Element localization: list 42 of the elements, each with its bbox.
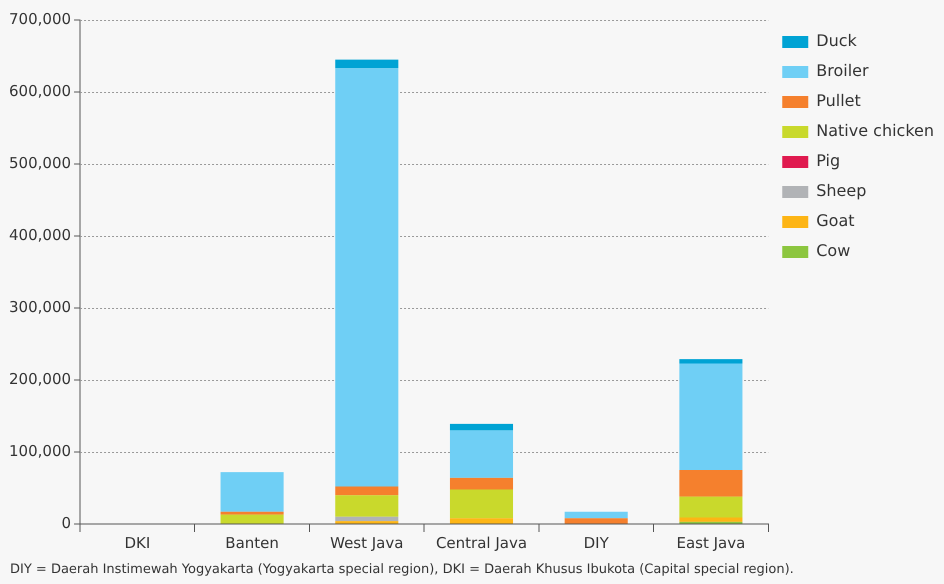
y-tick-label: 700,000 <box>9 10 72 28</box>
legend-label: Pullet <box>816 91 861 110</box>
bar <box>564 512 628 518</box>
bar <box>220 472 284 512</box>
y-tick-label: 300,000 <box>9 298 72 316</box>
bar <box>450 430 514 478</box>
bar <box>679 363 742 470</box>
bar <box>335 486 398 496</box>
x-tick-label: DKI <box>124 534 150 552</box>
legend-label: Pig <box>816 151 840 170</box>
y-tick-label: 0 <box>61 514 72 532</box>
text: DIY = Daerah Instimewah Yogyakarta (Yogyakarta special region), DKI = Daerah Khusus Ibukota (Capital special region). <box>10 562 794 577</box>
bar <box>450 424 514 430</box>
bar <box>450 518 514 524</box>
legend-label: Sheep <box>816 181 866 200</box>
x-tick-label: West Java <box>330 534 404 552</box>
legend-label: Duck <box>816 31 858 50</box>
bar <box>450 478 514 490</box>
bar <box>679 470 742 497</box>
legend-label: Native chicken <box>816 121 934 140</box>
x-tick-label: Central Java <box>436 534 528 552</box>
bar <box>335 516 398 522</box>
x-tick-label: Banten <box>225 534 279 552</box>
legend-label: Broiler <box>816 61 869 80</box>
bar <box>679 496 742 518</box>
bar <box>679 359 742 364</box>
y-tick-label: 600,000 <box>9 82 72 100</box>
bar <box>679 518 742 522</box>
legend-label: Goat <box>816 211 855 230</box>
y-tick-label: 500,000 <box>9 154 72 172</box>
bar <box>335 495 398 517</box>
bar <box>450 489 514 518</box>
x-tick-label: DIY <box>584 534 610 552</box>
legend-label: Cow <box>816 241 850 260</box>
y-tick-label: 100,000 <box>9 442 72 460</box>
bar <box>564 518 628 524</box>
bar <box>335 60 398 68</box>
bar <box>335 68 398 487</box>
bar <box>220 514 284 524</box>
y-tick-label: 200,000 <box>9 370 72 388</box>
x-tick-label: East Java <box>676 534 746 552</box>
y-tick-label: 400,000 <box>9 226 72 244</box>
